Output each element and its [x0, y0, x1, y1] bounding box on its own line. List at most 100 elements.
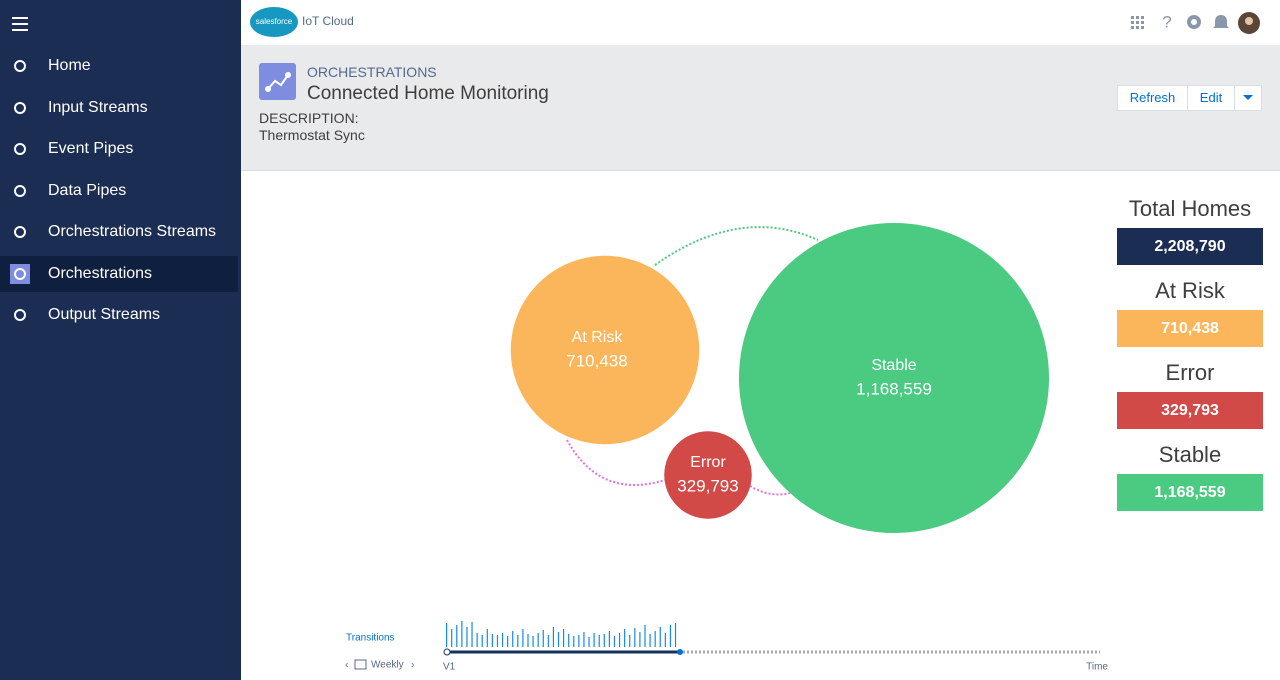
- menu-icon[interactable]: [12, 16, 30, 32]
- transition-arcs: [566, 226, 819, 496]
- icon-dot: [14, 309, 26, 321]
- range-handle[interactable]: [677, 649, 683, 655]
- transition-bar: [517, 635, 519, 647]
- transition-bar: [568, 634, 570, 647]
- nav-label: Event Pipes: [48, 140, 134, 157]
- transition-bar: [588, 637, 590, 647]
- caret: [1243, 95, 1253, 100]
- bubble: [664, 431, 752, 519]
- card-value: 2,208,790: [1117, 228, 1263, 265]
- card-title: Stable: [1158, 442, 1222, 467]
- transition-bar: [618, 633, 621, 647]
- bubble-value: 329,793: [677, 476, 738, 495]
- transition-bar: [527, 634, 529, 647]
- transition-bar: [512, 631, 514, 647]
- transition-bar: [669, 625, 672, 647]
- bubble: [510, 255, 700, 445]
- top-bar: salesforce IoT Cloud ?: [241, 0, 1280, 46]
- transition-bar: [674, 623, 677, 647]
- transition-bar: [608, 631, 610, 647]
- transition-bar: [593, 633, 595, 647]
- brand: salesforce: [256, 17, 293, 26]
- bubble: [739, 223, 1049, 533]
- svg-text:?: ?: [1162, 12, 1171, 31]
- transition-bar: [613, 636, 616, 647]
- card-title: Error: [1165, 360, 1215, 385]
- icon-dot: [14, 143, 26, 155]
- transition-bar: [603, 634, 605, 647]
- record-title: Connected Home Monitoring: [307, 83, 549, 104]
- nav-item[interactable]: Output Streams: [0, 297, 241, 333]
- transition-bar: [501, 633, 504, 647]
- icon-dot: [14, 226, 26, 238]
- bubble-value: 1,168,559: [856, 379, 932, 398]
- transition-bar: [634, 628, 636, 647]
- description-label: DESCRIPTION:: [259, 110, 359, 126]
- icon-dot: [14, 101, 26, 114]
- transition-bar: [557, 632, 560, 647]
- nav-label: Output Streams: [48, 306, 161, 323]
- transition-bar: [542, 630, 544, 647]
- card-value: 329,793: [1117, 392, 1263, 429]
- nav-label: Data Pipes: [48, 181, 127, 199]
- transition-bar: [456, 625, 458, 647]
- sidebar: Home Input Streams Event Pipes Data Pipes Or…: [0, 0, 241, 680]
- bubble-name: Error: [690, 454, 726, 471]
- transition-bar: [654, 631, 656, 647]
- nav-item[interactable]: Orchestrations Streams: [0, 214, 241, 250]
- transition-bar: [461, 621, 463, 647]
- refresh-button[interactable]: Refresh: [1117, 85, 1188, 111]
- start-label: V1: [443, 662, 456, 673]
- timeline: Transitions ‹ Weekly › V1 Time: [345, 621, 1108, 673]
- nav-item[interactable]: Data Pipes: [0, 173, 241, 209]
- transition-bar: [466, 627, 468, 647]
- calendar-icon: [354, 659, 367, 670]
- nav-item[interactable]: Input Streams: [0, 90, 241, 126]
- bubble-value: 710,438: [566, 351, 627, 370]
- app-name: IoT Cloud: [302, 14, 354, 28]
- nav-icon: [14, 309, 26, 321]
- nav-item[interactable]: Home: [0, 48, 241, 84]
- period[interactable]: Weekly: [371, 660, 404, 671]
- transition-bar: [532, 636, 534, 647]
- nav-item[interactable]: Orchestrations: [0, 255, 238, 292]
- end-label: Time: [1086, 662, 1108, 673]
- icon-bg: [10, 263, 30, 284]
- transition-bar: [481, 635, 483, 647]
- bubble-name: Stable: [871, 357, 916, 374]
- nav-icon: [14, 184, 26, 197]
- nav-label: Input Streams: [48, 98, 148, 116]
- nav-icon: [14, 60, 26, 72]
- card-value: 1,168,559: [1117, 474, 1263, 511]
- transition-bar: [537, 633, 539, 647]
- nav-icon: [10, 263, 30, 284]
- nav-item[interactable]: Event Pipes: [0, 131, 241, 167]
- more-button[interactable]: [1234, 85, 1262, 111]
- transition-bar: [583, 632, 585, 647]
- transition-bar: [491, 634, 493, 647]
- icon-dot: [14, 267, 26, 280]
- icon-dot: [14, 184, 26, 197]
- transition-bar: [446, 623, 448, 647]
- transition-bar: [507, 636, 509, 647]
- prev[interactable]: ‹: [345, 660, 348, 671]
- description: Thermostat Sync: [259, 127, 365, 143]
- range-handle[interactable]: [443, 648, 451, 656]
- transition-bar: [552, 627, 555, 647]
- transition-bar: [471, 622, 473, 647]
- transition-bar: [573, 636, 575, 647]
- next[interactable]: ›: [411, 660, 414, 671]
- icon-dot: [14, 60, 26, 72]
- orchestration-icon: [259, 63, 296, 100]
- edit-button[interactable]: Edit: [1187, 85, 1235, 111]
- transition-bar: [659, 627, 661, 647]
- card-title: At Risk: [1155, 278, 1225, 303]
- nav-label: Home: [48, 57, 91, 74]
- transition-bar: [476, 633, 478, 647]
- card-value: 710,438: [1117, 310, 1263, 347]
- toolbar-icons[interactable]: ?: [1129, 12, 1269, 36]
- eyebrow: ORCHESTRATIONS: [307, 64, 437, 80]
- card-title: Total Homes: [1128, 196, 1252, 221]
- transition-bar: [547, 635, 549, 647]
